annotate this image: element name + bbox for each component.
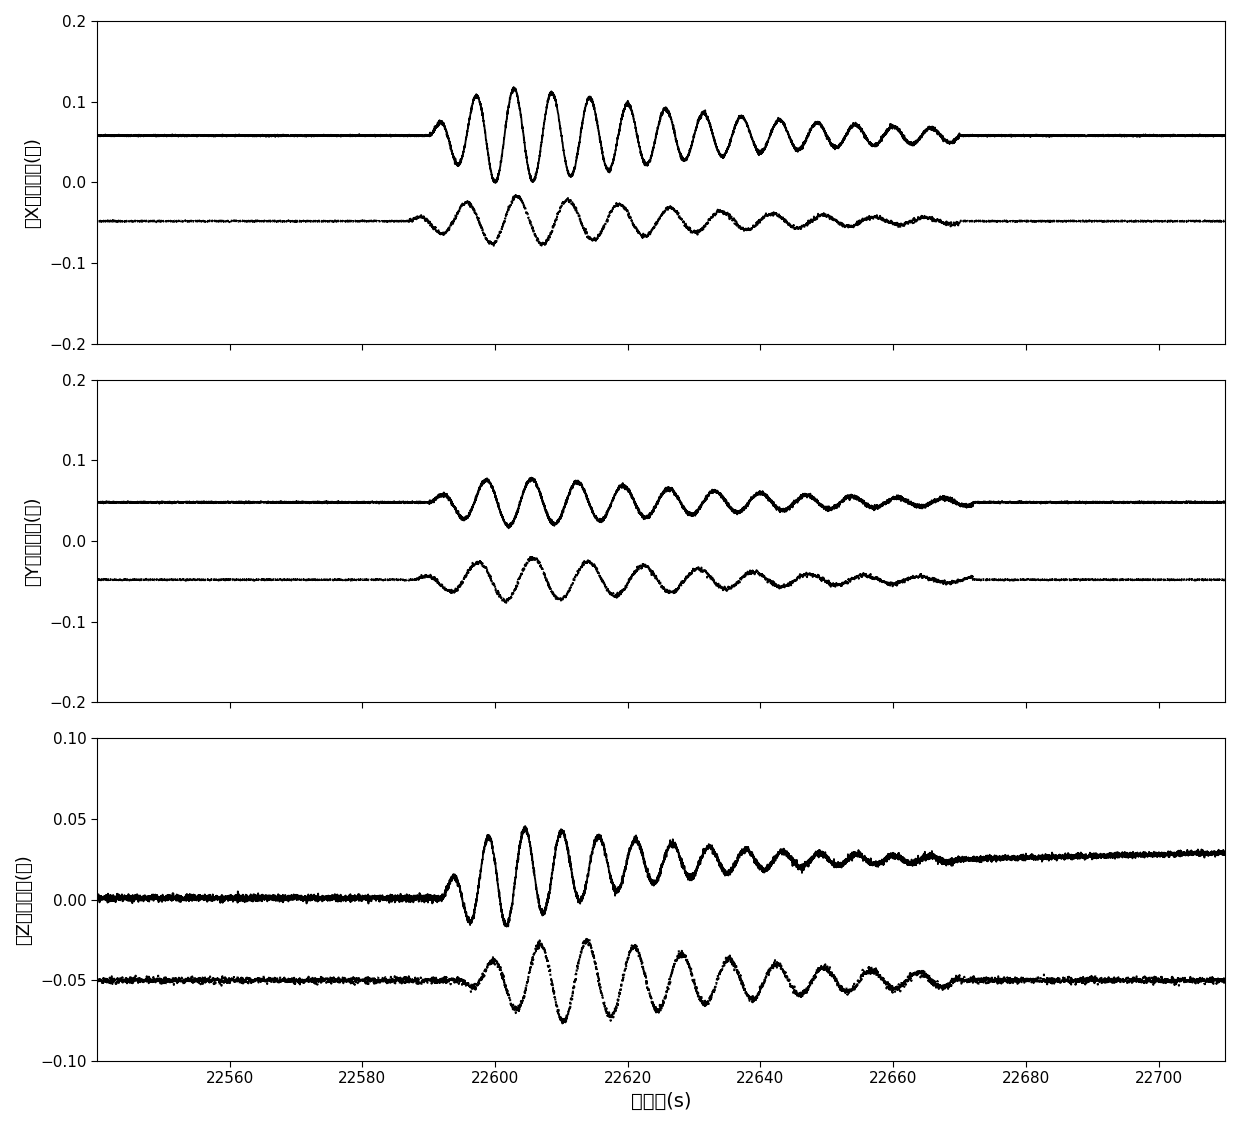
X-axis label: 天内秒(s): 天内秒(s) — [631, 1092, 691, 1111]
Y-axis label: 绕X轴旋转量(度): 绕X轴旋转量(度) — [25, 137, 42, 227]
Y-axis label: 绕Y轴旋转量(度): 绕Y轴旋转量(度) — [25, 497, 42, 586]
Y-axis label: 绕Z轴旋转量(度): 绕Z轴旋转量(度) — [15, 855, 33, 945]
